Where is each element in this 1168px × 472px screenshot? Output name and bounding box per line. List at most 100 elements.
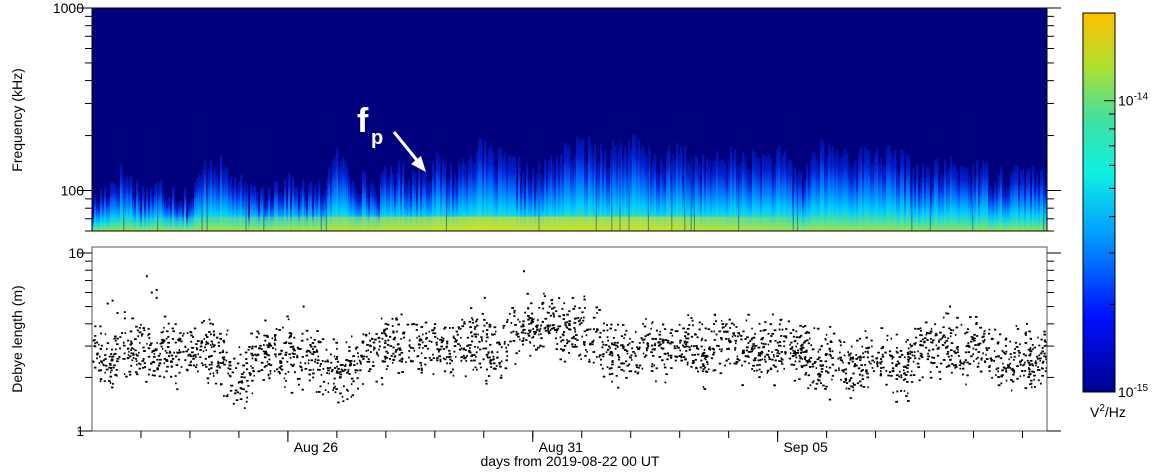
debye-point <box>254 353 257 356</box>
debye-point <box>547 329 550 332</box>
debye-point <box>222 358 226 361</box>
spectrogram-column <box>980 168 983 231</box>
debye-point <box>905 340 908 343</box>
debye-point <box>743 360 747 363</box>
debye-point <box>692 359 695 362</box>
debye-point <box>950 354 953 357</box>
debye-point <box>177 358 181 361</box>
debye-point <box>385 334 388 337</box>
debye-point <box>589 343 592 346</box>
debye-point <box>959 367 962 370</box>
spectrogram-column <box>848 162 851 231</box>
spectrogram-column <box>318 180 321 231</box>
debye-point <box>166 346 170 348</box>
debye-point <box>257 332 260 335</box>
debye-point <box>608 345 611 348</box>
debye-point <box>1028 370 1031 373</box>
debye-point <box>680 355 682 357</box>
spectrogram-column <box>376 195 379 231</box>
debye-point <box>852 386 855 389</box>
debye-point <box>420 371 423 374</box>
spectrogram-column <box>324 189 327 231</box>
debye-point <box>644 325 647 328</box>
debye-point <box>573 346 576 348</box>
spectrogram-column <box>618 145 621 231</box>
debye-point <box>432 373 435 376</box>
debye-point <box>1027 361 1031 364</box>
spectrogram-column <box>654 153 657 231</box>
debye-point <box>159 352 161 355</box>
debye-point <box>515 330 518 333</box>
debye-point <box>515 352 518 355</box>
debye-point <box>148 368 151 371</box>
spectrogram-column <box>494 165 497 231</box>
debye-point <box>397 323 401 326</box>
debye-point <box>982 340 985 342</box>
debye-point <box>171 338 175 340</box>
debye-point <box>245 358 248 360</box>
debye-point <box>225 351 228 354</box>
debye-point <box>537 346 540 349</box>
debye-point <box>920 329 922 332</box>
debye-point <box>389 345 393 348</box>
debye-point <box>938 341 940 344</box>
debye-point <box>386 343 390 346</box>
spectrogram-column <box>740 162 743 231</box>
debye-point <box>149 344 152 347</box>
debye-point <box>826 342 829 345</box>
spectrogram-column <box>110 182 113 231</box>
debye-point <box>267 363 270 366</box>
debye-point <box>790 341 793 344</box>
spectrogram-column <box>638 139 641 231</box>
debye-point <box>158 362 162 365</box>
spectrogram-column <box>464 163 467 231</box>
debye-point <box>662 347 665 350</box>
spectrogram-column <box>694 155 697 231</box>
spectrogram-column <box>532 168 535 231</box>
debye-point <box>592 339 595 342</box>
debye-point <box>362 355 366 358</box>
debye-point <box>470 359 473 362</box>
debye-point <box>718 362 722 365</box>
debye-point <box>274 353 277 356</box>
debye-point <box>670 355 672 358</box>
debye-point <box>219 383 223 385</box>
debye-point <box>381 337 384 340</box>
spectrogram-column <box>1038 184 1041 231</box>
spectrogram-column <box>450 164 453 231</box>
debye-point <box>104 364 108 367</box>
debye-point <box>109 367 113 369</box>
debye-point <box>895 400 898 403</box>
debye-point <box>139 363 142 366</box>
debye-point <box>900 389 903 392</box>
spectrogram-column <box>836 150 839 231</box>
debye-point <box>98 369 101 372</box>
debye-point <box>614 347 617 350</box>
debye-point <box>433 326 436 329</box>
debye-point <box>557 325 560 328</box>
spectrogram-column <box>136 179 139 231</box>
debye-point <box>210 361 213 364</box>
debye-point <box>464 349 467 351</box>
debye-point <box>774 359 777 362</box>
debye-point <box>529 331 531 333</box>
debye-point <box>350 377 354 380</box>
spectrogram-column <box>396 172 399 231</box>
debye-point <box>301 388 304 391</box>
debye-point <box>834 369 838 372</box>
debye-point <box>131 317 135 320</box>
spectrogram-column <box>950 155 953 231</box>
debye-point <box>931 356 933 359</box>
debye-point <box>903 365 906 368</box>
debye-point <box>698 321 701 324</box>
debye-point <box>1015 325 1018 327</box>
debye-point <box>841 369 844 372</box>
debye-point <box>651 337 655 340</box>
debye-point <box>626 352 629 355</box>
debye-point <box>408 350 411 352</box>
debye-point <box>736 355 739 358</box>
debye-point <box>851 356 854 359</box>
spectrogram-column <box>760 175 763 231</box>
colorbar-gradient <box>1082 12 1116 393</box>
debye-point <box>861 345 864 348</box>
